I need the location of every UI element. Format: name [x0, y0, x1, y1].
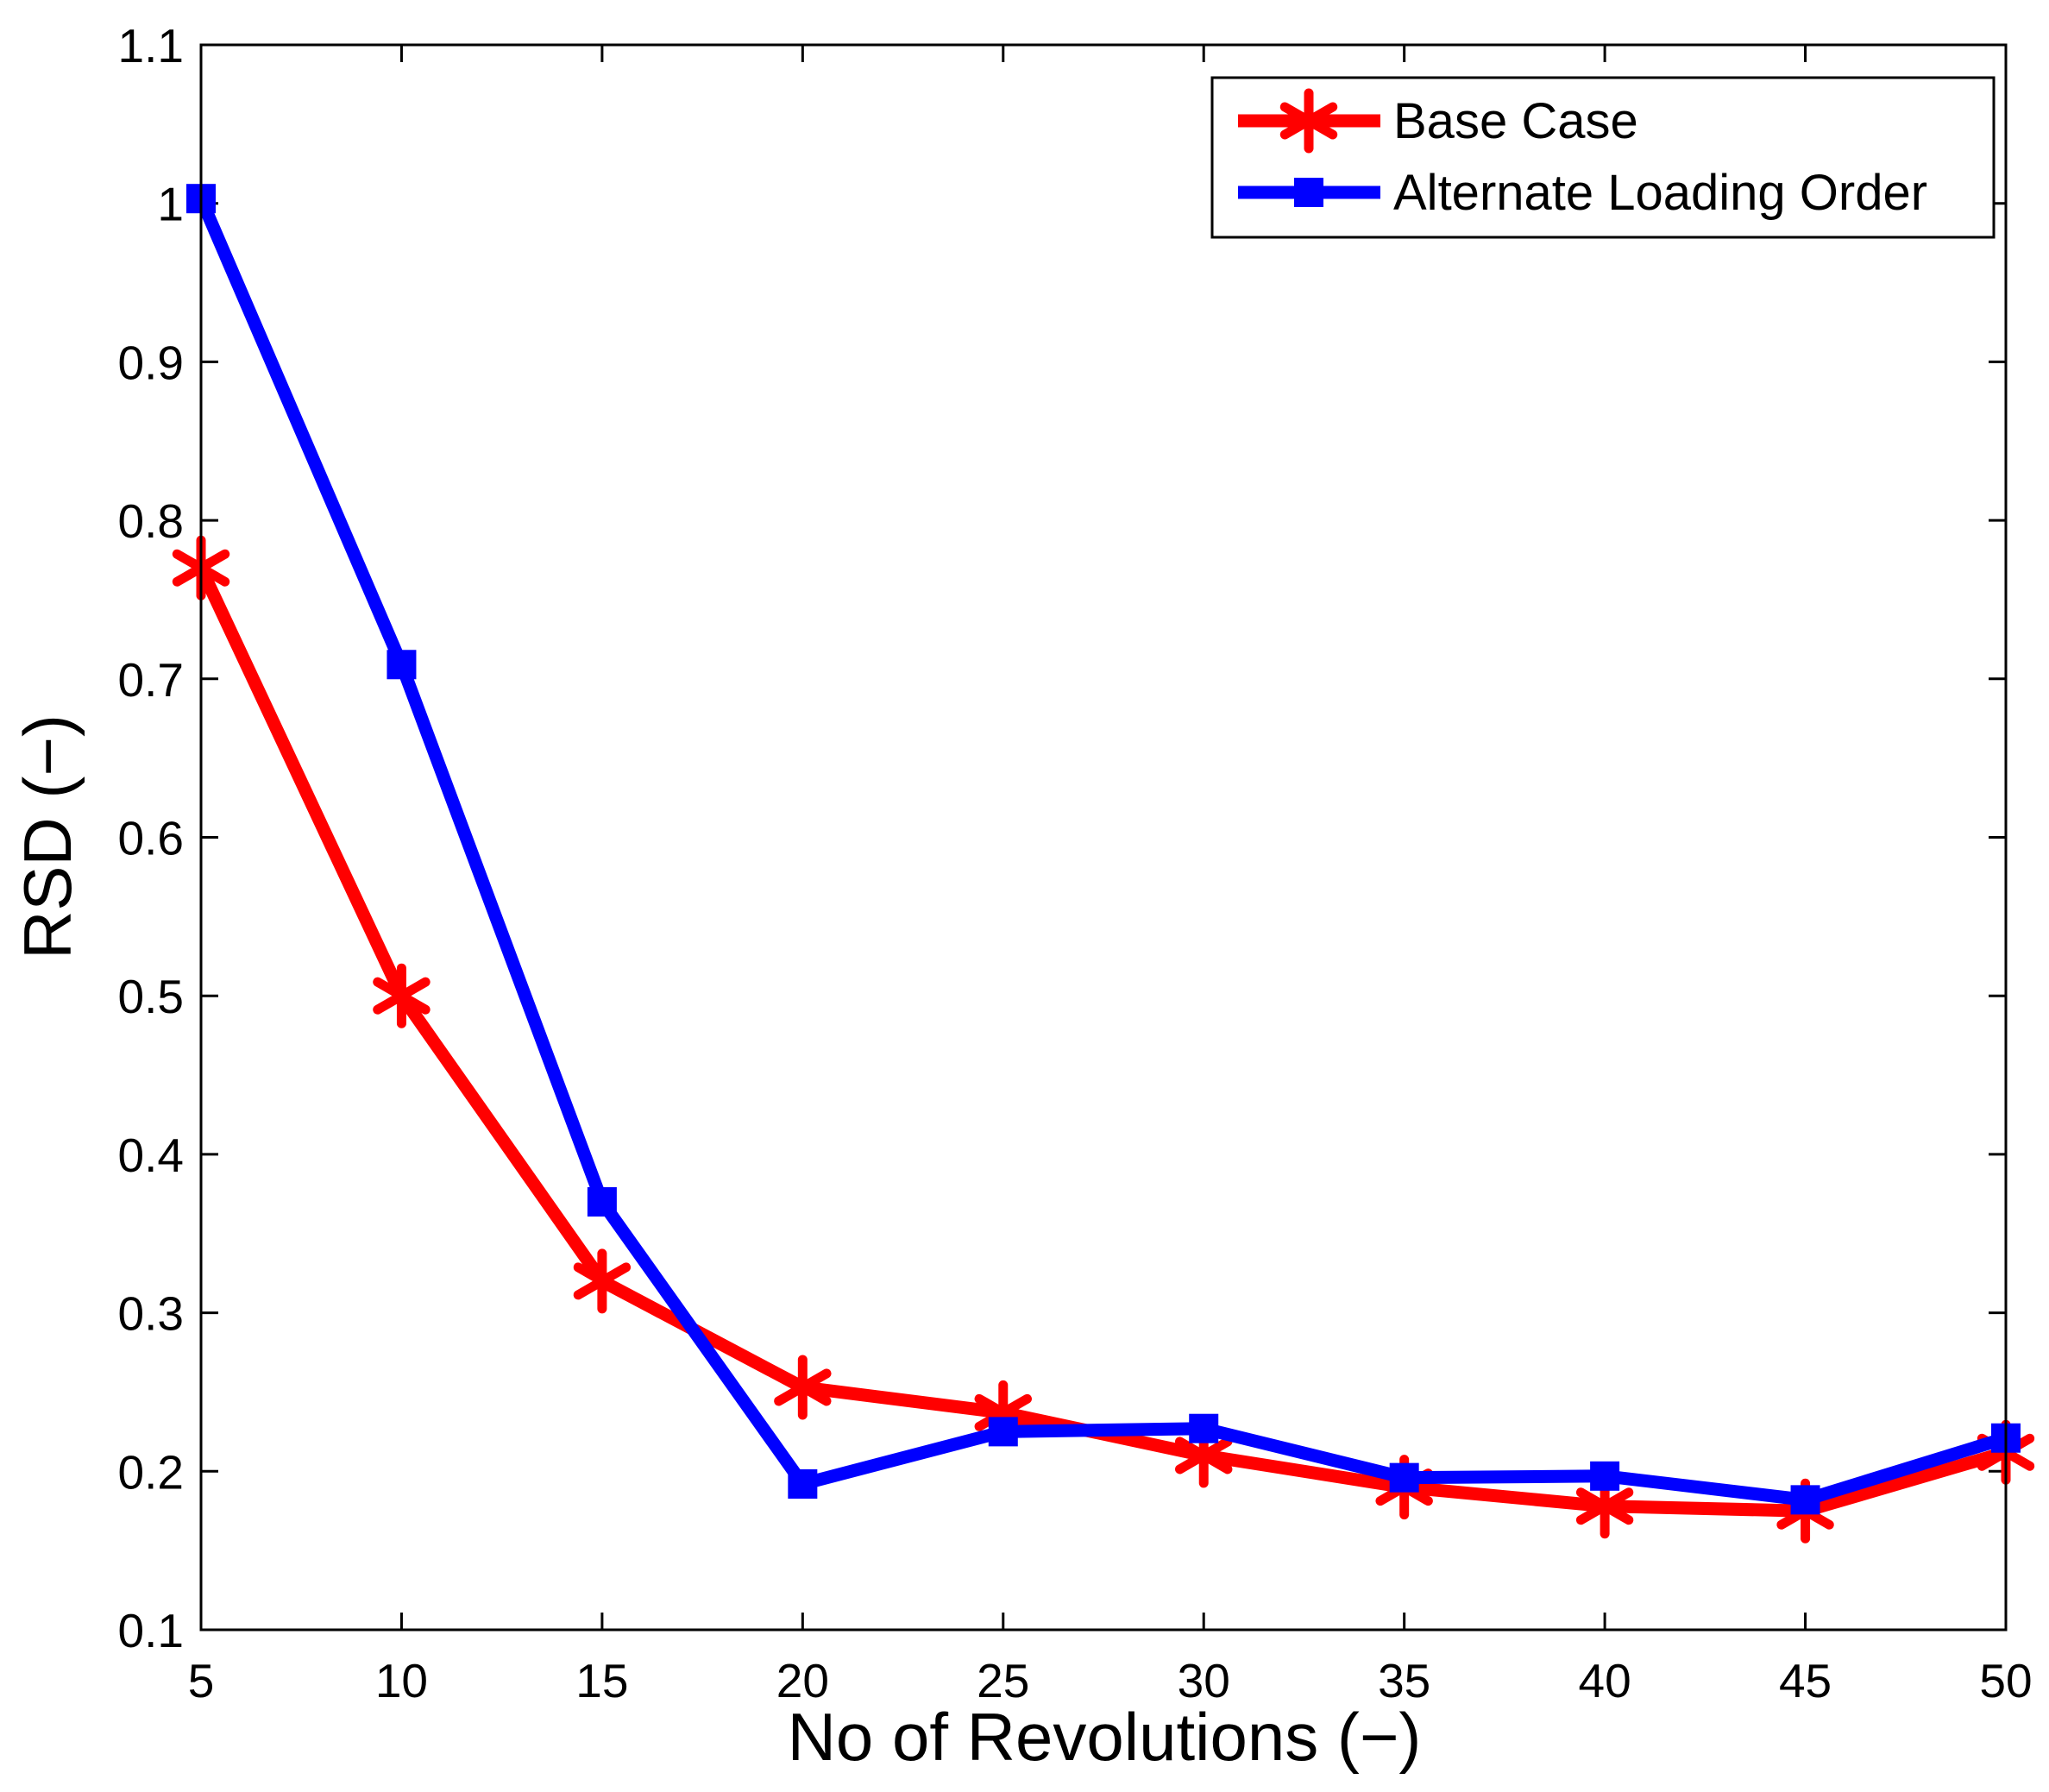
x-tick-label: 45	[1779, 1654, 1832, 1707]
y-tick-label: 0.6	[118, 812, 184, 865]
legend-marker	[1294, 178, 1323, 207]
y-tick-label: 0.7	[118, 653, 184, 707]
y-tick-label: 0.3	[118, 1287, 184, 1341]
data-point	[1590, 1461, 1620, 1491]
x-tick-label: 50	[1979, 1654, 2032, 1707]
x-tick-label: 20	[776, 1654, 829, 1707]
legend-box	[1210, 76, 1996, 239]
data-point	[1189, 1413, 1219, 1443]
x-tick-label: 25	[977, 1654, 1029, 1707]
series-layer	[172, 184, 2035, 1544]
asterisk-stroke	[373, 977, 431, 1015]
labels-layer: 5 10 15 20 25 30 35 40 45 50 0.1 0.2 0.3 0.4 0.5 0.6 0.7…	[118, 19, 2033, 1707]
x-tick-label: 35	[1378, 1654, 1430, 1707]
asterisk-stroke	[573, 1262, 632, 1300]
series-alternate-loading-order	[186, 184, 2021, 1515]
asterisk-stroke	[774, 1368, 832, 1406]
x-tick-label: 10	[375, 1654, 428, 1707]
data-point	[373, 963, 431, 1028]
x-tick-label: 30	[1178, 1654, 1230, 1707]
x-tick-label: 15	[575, 1654, 628, 1707]
y-tick-label: 0.4	[118, 1129, 184, 1182]
y-tick-label: 0.2	[118, 1445, 184, 1499]
data-point	[1790, 1485, 1820, 1515]
y-tick-label: 1	[157, 178, 184, 231]
x-axis-title: No of Revolutions (−)	[788, 1699, 1422, 1775]
y-tick-label: 0.1	[118, 1604, 184, 1657]
series-line	[195, 196, 2008, 1506]
data-point	[573, 1248, 632, 1314]
series-line	[195, 565, 2008, 1518]
asterisk-stroke	[1175, 1437, 1233, 1474]
x-tick-label: 5	[188, 1654, 215, 1707]
y-tick-label: 0.9	[118, 336, 184, 389]
plot-frame	[199, 43, 2008, 1632]
asterisk-stroke	[1279, 102, 1338, 140]
data-point	[1389, 1462, 1419, 1493]
asterisk-stroke	[1575, 1487, 1634, 1525]
y-tick-label: 0.8	[118, 494, 184, 548]
y-axis-title: RSD (−)	[9, 714, 85, 959]
asterisk-stroke	[974, 1393, 1032, 1431]
data-point	[774, 1355, 832, 1420]
series-base-case	[172, 535, 2035, 1544]
legend-label: Alternate Loading Order	[1393, 165, 1927, 221]
legend-marker	[1279, 88, 1338, 154]
legend-label: Base Case	[1393, 93, 1638, 149]
data-point	[988, 1417, 1018, 1447]
x-tick-label: 40	[1579, 1654, 1631, 1707]
data-point	[387, 650, 417, 680]
legend: Base Case Alternate Loading Order	[1210, 76, 1996, 239]
data-point	[788, 1468, 818, 1499]
y-tick-label: 1.1	[118, 19, 184, 72]
y-tick-label: 0.5	[118, 970, 184, 1023]
data-point	[587, 1187, 617, 1217]
